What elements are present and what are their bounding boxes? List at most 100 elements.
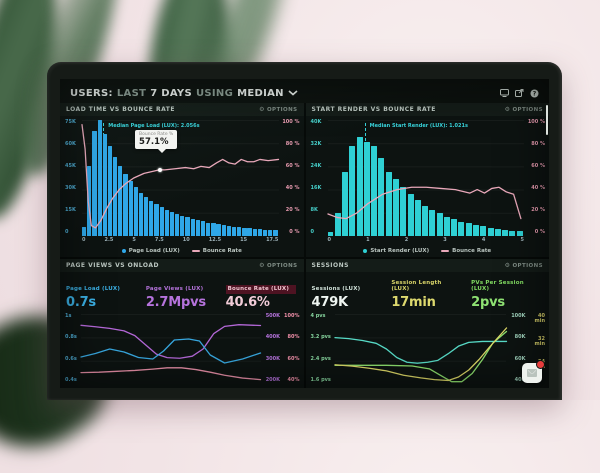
legend-item-bars[interactable]: Page Load (LUX) (121, 248, 180, 254)
median-label: MEDIAN (237, 87, 284, 99)
histogram-bar (226, 225, 232, 236)
histogram-bar (159, 207, 164, 236)
histogram-bar (273, 230, 278, 236)
histogram-bar (487, 227, 494, 236)
histogram-bar (378, 157, 385, 236)
start-render-chart[interactable]: Median Start Render (LUX): 1.021s (328, 120, 524, 236)
message-icon (527, 369, 537, 377)
axis-tick-label: 1.6 pvs (310, 376, 331, 383)
axis-tick-label: 20 % (285, 207, 300, 213)
monitor-icon[interactable] (500, 89, 509, 97)
axis-tick-label: 3 (443, 237, 447, 243)
options-button[interactable]: ⚙ OPTIONS (259, 261, 298, 269)
metric-label: Bounce Rate (LUX) (225, 285, 296, 294)
y-axis-right: 100 % 80 % 60 % 40 % 20 % 0 % (279, 119, 300, 236)
metric-value: 2.7Mpvs (145, 295, 206, 310)
axis-tick-label: 1 (366, 237, 370, 243)
y-axis-left: 40K 32K 24K 16K 8K 0 (311, 120, 328, 236)
histogram-bar (118, 166, 123, 236)
histogram-bar (247, 228, 252, 236)
histogram-bar (175, 214, 180, 236)
histogram-bar (237, 227, 242, 236)
histogram-bar (414, 199, 421, 236)
axis-tick-label: 100 % (527, 119, 545, 125)
panel-title: PAGE VIEWS VS ONLOAD (66, 262, 159, 269)
bounce-rate-line (82, 125, 279, 228)
legend-dot-icon (363, 249, 368, 253)
tooltip: Bounce Rate % 57.1% (135, 130, 178, 154)
histogram-bar (480, 226, 487, 236)
axis-tick-label: 5 (520, 237, 524, 243)
days-label: 7 DAYS (150, 87, 192, 99)
histogram-bar (200, 221, 206, 236)
metric-value: 40.6% (225, 295, 270, 310)
page-views-line (81, 325, 261, 359)
histogram-bar (422, 205, 429, 236)
options-button[interactable]: ⚙ OPTIONS (504, 105, 543, 113)
axis-tick-label: 75K (65, 119, 76, 125)
axis-tick-label: 0.6s (65, 355, 77, 362)
metric-pvs-per-session: PVs Per Session (LUX) 2pvs (471, 275, 543, 310)
gear-icon: ⚙ (259, 105, 265, 113)
dashboard-screen: USERS: LAST 7 DAYS USING MEDIAN ? LOAD T… (60, 79, 549, 388)
axis-tick-label: 4 (481, 237, 486, 243)
share-icon[interactable] (515, 89, 524, 97)
metric-value: 2pvs (471, 295, 505, 310)
metric-bounce-rate: Bounce Rate (LUX) 40.6% (225, 275, 298, 310)
legend-dash-icon (441, 250, 450, 252)
help-icon[interactable]: ? (530, 89, 539, 98)
metric-page-load: Page Load (LUX) 0.7s (66, 275, 138, 310)
histogram-bar (473, 224, 479, 236)
scrollbar-thumb[interactable] (546, 105, 548, 135)
axis-tick-label: 2.4 pvs (310, 355, 331, 362)
histogram-bar (392, 179, 399, 236)
chevron-down-icon[interactable] (288, 90, 298, 96)
histogram-bar (385, 172, 392, 236)
metrics-row: Sessions (LUX) 479K Session Length (LUX)… (306, 272, 550, 310)
axis-tick-label: 80 % (285, 141, 300, 147)
gear-icon: ⚙ (504, 105, 511, 113)
axis-tick-label: 1s (65, 313, 72, 319)
axis-tick-label: 80K (514, 334, 526, 341)
panel-header: SESSIONS ⚙ OPTIONS (305, 259, 549, 272)
page-views-chart[interactable] (81, 314, 261, 384)
axis-tick-label: 300K (265, 355, 280, 362)
session-length-line (335, 328, 507, 381)
axis-tick-label: 15 (240, 237, 248, 243)
users-label: USERS: (70, 87, 113, 99)
metric-page-views: Page Views (LUX) 2.7Mpvs (146, 275, 218, 310)
bounce-rate-line (81, 368, 261, 380)
metric-label: Page Load (LUX) (66, 286, 132, 294)
histogram-bar (144, 197, 149, 236)
load-time-chart[interactable]: Median Page Load (LUX): 2.056s Bounce Ra… (82, 120, 279, 236)
y-axis-right-k: 100K 80K 60K 40K (509, 313, 526, 384)
chat-widget-button[interactable] (522, 360, 545, 383)
histogram-bar (349, 146, 356, 236)
axis-tick-label: 60K (514, 355, 526, 362)
histogram-bar (371, 146, 378, 236)
axis-tick-label: 400K (265, 334, 280, 341)
axis-tick-label: 45K (65, 163, 76, 169)
histogram-bar (494, 228, 501, 236)
metric-label: PVs Per Session (LUX) (471, 280, 537, 294)
axis-tick-label: 4 pvs (310, 313, 326, 319)
legend-item-bars[interactable]: Start Render (LUX) (363, 248, 429, 254)
legend-item-line[interactable]: Bounce Rate (441, 248, 491, 254)
options-button[interactable]: ⚙ OPTIONS (259, 105, 298, 113)
axis-tick-label: 100K (511, 313, 526, 319)
histogram-bar (149, 201, 154, 236)
sessions-chart[interactable] (335, 314, 507, 384)
y-axis-right-pct: 100% 80% 60% 40% (283, 314, 299, 384)
y-axis-right-k: 500K 400K 300K 200K (264, 313, 280, 384)
axis-tick-label: 100 % (282, 119, 300, 125)
histogram-bar (97, 120, 102, 236)
histogram-bar (407, 193, 414, 236)
y-axis-left: 75K 60K 45K 30K 15K 0 (65, 120, 82, 236)
histogram-bar (257, 229, 263, 236)
y-axis-left: 4 pvs 3.2 pvs 2.4 pvs 1.6 pvs (311, 314, 335, 384)
axis-tick-label: 500K (265, 313, 280, 319)
axis-tick-label: 40K (514, 376, 526, 383)
legend-item-line[interactable]: Bounce Rate (191, 248, 242, 254)
options-button[interactable]: ⚙ OPTIONS (504, 261, 543, 269)
axis-tick-label: 3.2 pvs (310, 334, 331, 341)
